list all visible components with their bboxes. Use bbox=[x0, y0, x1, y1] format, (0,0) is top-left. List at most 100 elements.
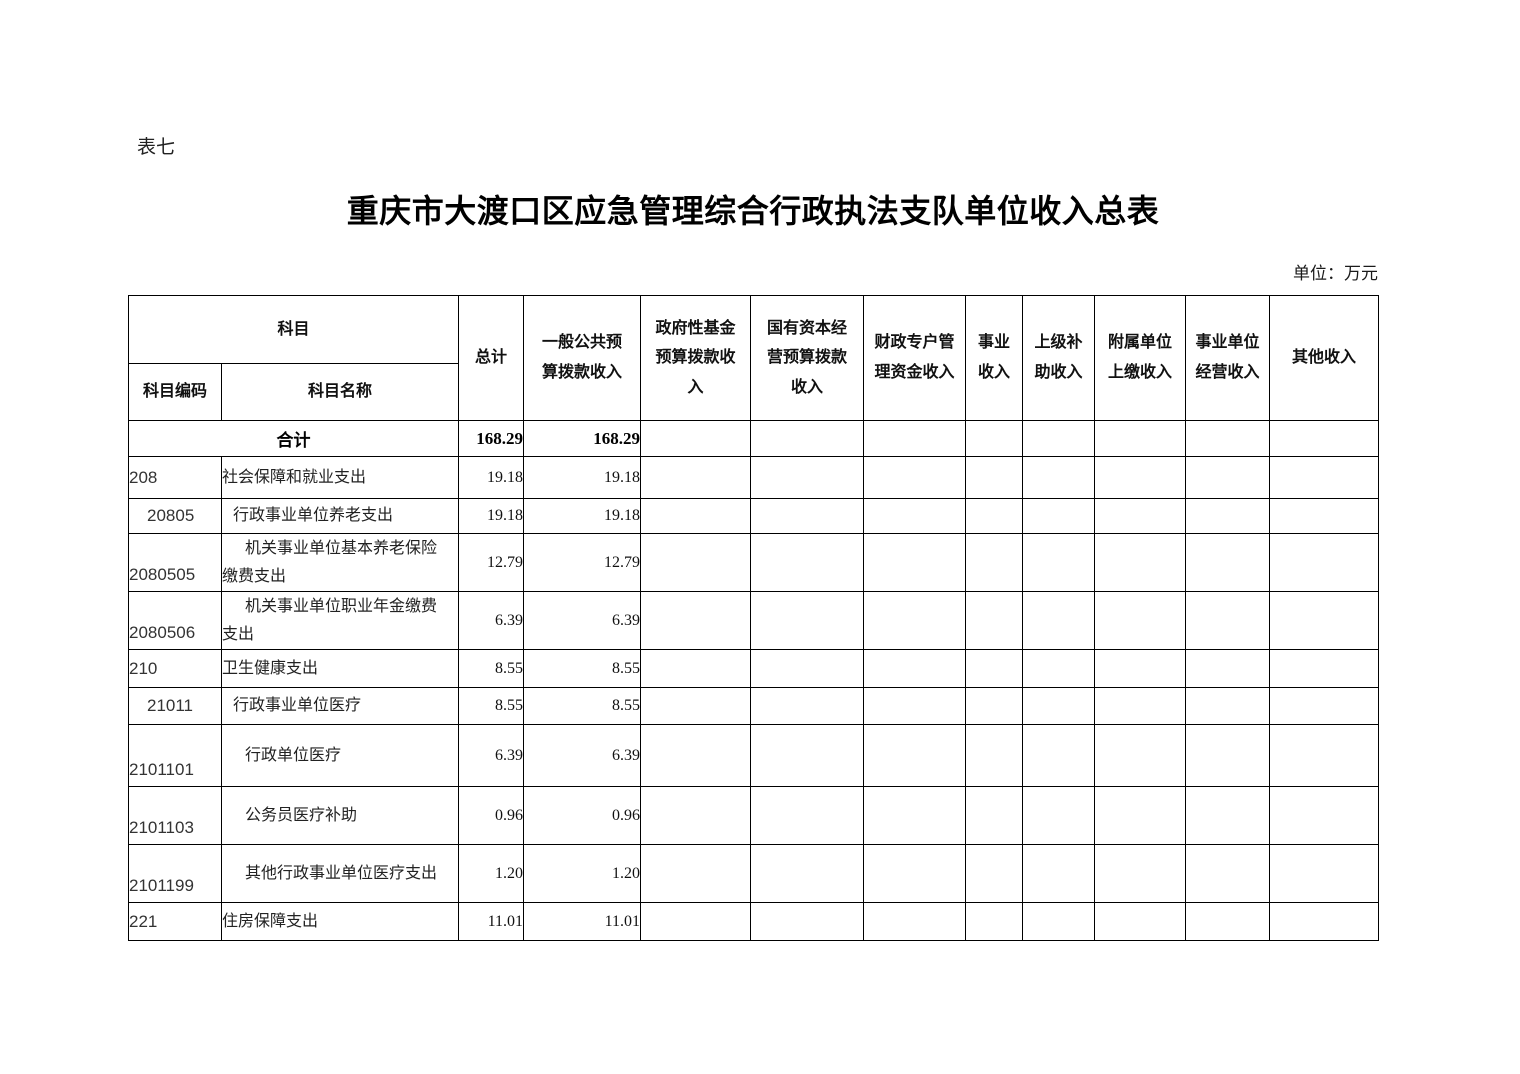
subject-name-cell: 其他行政事业单位医疗支出 bbox=[220, 844, 460, 903]
empty-cell bbox=[640, 533, 752, 592]
empty-cell bbox=[965, 533, 1024, 592]
empty-cell bbox=[750, 649, 865, 688]
empty-cell bbox=[1094, 786, 1187, 845]
empty-cell bbox=[1185, 844, 1271, 903]
empty-cell bbox=[640, 902, 752, 941]
empty-cell bbox=[1185, 687, 1271, 725]
empty-cell bbox=[1094, 687, 1187, 725]
empty-cell bbox=[1185, 456, 1271, 499]
empty-cell bbox=[965, 844, 1024, 903]
empty-cell bbox=[863, 649, 967, 688]
empty-cell bbox=[750, 420, 865, 457]
header-superior-subsidy: 上级补 助收入 bbox=[1022, 295, 1096, 421]
empty-cell bbox=[640, 649, 752, 688]
table-row: 21011 行政事业单位医疗 8.55 8.55 bbox=[128, 687, 1380, 725]
table-number-label: 表七 bbox=[137, 137, 176, 158]
empty-cell bbox=[1185, 649, 1271, 688]
subject-name-cell: 社会保障和就业支出 bbox=[220, 456, 460, 499]
empty-cell bbox=[1185, 902, 1271, 941]
empty-cell bbox=[1269, 649, 1380, 688]
empty-cell bbox=[863, 533, 967, 592]
empty-cell bbox=[965, 498, 1024, 534]
empty-cell bbox=[1094, 649, 1187, 688]
general-budget-value-cell: 8.55 bbox=[523, 649, 642, 688]
table-row: 2080506 机关事业单位职业年金缴费 支出 6.39 6.39 bbox=[128, 591, 1380, 650]
general-budget-value-cell: 11.01 bbox=[523, 902, 642, 941]
empty-cell bbox=[640, 786, 752, 845]
empty-cell bbox=[1022, 498, 1096, 534]
empty-cell bbox=[965, 649, 1024, 688]
subject-code-cell: 21011 bbox=[128, 687, 222, 725]
header-affiliated-remittance: 附属单位 上缴收入 bbox=[1094, 295, 1187, 421]
subject-name-cell: 行政单位医疗 bbox=[220, 724, 460, 787]
header-institution-operating: 事业单位 经营收入 bbox=[1185, 295, 1271, 421]
empty-cell bbox=[1022, 420, 1096, 457]
empty-cell bbox=[863, 844, 967, 903]
general-budget-value-cell: 12.79 bbox=[523, 533, 642, 592]
empty-cell bbox=[863, 687, 967, 725]
empty-cell bbox=[1185, 786, 1271, 845]
empty-cell bbox=[750, 786, 865, 845]
empty-cell bbox=[750, 498, 865, 534]
subject-code-cell: 2080506 bbox=[128, 591, 222, 650]
subject-code-cell: 208 bbox=[128, 456, 222, 499]
general-budget-value-cell: 19.18 bbox=[523, 456, 642, 499]
table-row: 20805 行政事业单位养老支出 19.18 19.18 bbox=[128, 498, 1380, 534]
empty-cell bbox=[640, 498, 752, 534]
empty-cell bbox=[1269, 456, 1380, 499]
total-row: 合计 168.29 168.29 bbox=[127, 420, 1380, 457]
header-business-income: 事业 收入 bbox=[965, 295, 1024, 421]
total-value-cell: 11.01 bbox=[458, 902, 525, 941]
header-general-public-budget: 一般公共预 算拨款收入 bbox=[523, 295, 642, 421]
empty-cell bbox=[965, 420, 1024, 457]
subject-code-cell: 2101103 bbox=[128, 786, 222, 845]
total-value-cell: 6.39 bbox=[458, 724, 525, 787]
unit-note: 单位：万元 bbox=[1293, 264, 1378, 283]
subject-code-cell: 2080505 bbox=[128, 533, 222, 592]
empty-cell bbox=[965, 786, 1024, 845]
table-row: 2101101 行政单位医疗 6.39 6.39 bbox=[128, 724, 1380, 787]
total-value-cell: 8.55 bbox=[458, 649, 525, 688]
empty-cell bbox=[640, 420, 752, 457]
subject-name-cell: 卫生健康支出 bbox=[220, 649, 460, 688]
table-row: 2101199 其他行政事业单位医疗支出 1.20 1.20 bbox=[128, 844, 1380, 903]
subject-code-cell: 210 bbox=[128, 649, 222, 688]
total-value-cell: 1.20 bbox=[458, 844, 525, 903]
general-budget-value-cell: 6.39 bbox=[523, 591, 642, 650]
subject-code-cell: 2101199 bbox=[128, 844, 222, 903]
table-row: 2080505 机关事业单位基本养老保险 缴费支出 12.79 12.79 bbox=[128, 533, 1380, 592]
empty-cell bbox=[640, 591, 752, 650]
empty-cell bbox=[1094, 456, 1187, 499]
empty-cell bbox=[1269, 533, 1380, 592]
subject-code-cell: 2101101 bbox=[128, 724, 222, 787]
empty-cell bbox=[1269, 724, 1380, 787]
empty-cell bbox=[1185, 724, 1271, 787]
table-row: 210 卫生健康支出 8.55 8.55 bbox=[128, 649, 1380, 688]
empty-cell bbox=[1022, 591, 1096, 650]
total-value-cell: 6.39 bbox=[458, 591, 525, 650]
header-fiscal-account: 财政专户管 理资金收入 bbox=[863, 295, 967, 421]
subject-name-cell: 机关事业单位职业年金缴费 支出 bbox=[220, 591, 460, 650]
empty-cell bbox=[750, 591, 865, 650]
empty-cell bbox=[640, 687, 752, 725]
empty-cell bbox=[1185, 498, 1271, 534]
header-subject-code: 科目编码 bbox=[128, 363, 222, 421]
empty-cell bbox=[1269, 498, 1380, 534]
empty-cell bbox=[1094, 420, 1187, 457]
total-row-total-value: 168.29 bbox=[458, 420, 525, 457]
empty-cell bbox=[1022, 844, 1096, 903]
empty-cell bbox=[965, 902, 1024, 941]
page-title: 重庆市大渡口区应急管理综合行政执法支队单位收入总表 bbox=[346, 193, 1160, 229]
empty-cell bbox=[965, 456, 1024, 499]
header-other-income: 其他收入 bbox=[1269, 295, 1380, 421]
empty-cell bbox=[965, 687, 1024, 725]
empty-cell bbox=[965, 724, 1024, 787]
empty-cell bbox=[863, 498, 967, 534]
empty-cell bbox=[1094, 902, 1187, 941]
empty-cell bbox=[750, 533, 865, 592]
table-header: 科目 总计 一般公共预 算拨款收入 政府性基金 预算拨款收 入 国有资本经 营预… bbox=[127, 295, 1380, 421]
empty-cell bbox=[1185, 533, 1271, 592]
empty-cell bbox=[640, 844, 752, 903]
empty-cell bbox=[1185, 591, 1271, 650]
empty-cell bbox=[863, 456, 967, 499]
